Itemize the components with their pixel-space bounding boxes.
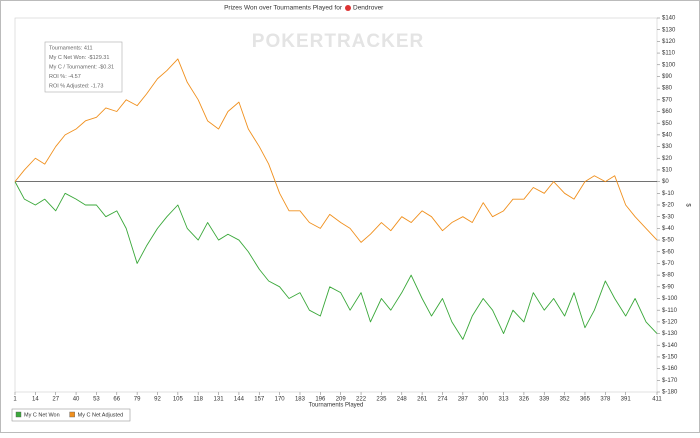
y-tick-label: $60: [662, 109, 673, 115]
y-tick-label: $90: [662, 74, 673, 80]
y-tick-label: $-120: [662, 319, 678, 325]
x-tick-label: 274: [437, 397, 448, 403]
x-tick-label: 66: [113, 397, 120, 403]
x-tick-label: 131: [214, 397, 225, 403]
x-tick-label: 157: [254, 397, 265, 403]
x-tick-label: 27: [52, 397, 59, 403]
y-tick-label: $-90: [662, 284, 675, 290]
y-tick-label: $120: [662, 39, 676, 45]
x-tick-label: 287: [458, 397, 469, 403]
x-tick-label: 300: [478, 397, 489, 403]
player-name: Dendrover: [353, 5, 384, 12]
y-tick-label: $-110: [662, 308, 678, 314]
x-tick-label: 40: [73, 397, 80, 403]
y-tick-label: $70: [662, 97, 673, 103]
y-tick-label: $-20: [662, 203, 675, 209]
y-tick-label: $80: [662, 86, 673, 92]
x-tick-label: 196: [315, 397, 326, 403]
stats-line: ROI %: -4.57: [49, 74, 81, 80]
y-tick-label: $-80: [662, 273, 675, 279]
legend-swatch: [69, 411, 75, 418]
y-tick-label: $-70: [662, 261, 675, 267]
x-tick-label: 365: [580, 397, 591, 403]
y-tick-label: $-160: [662, 366, 678, 372]
watermark: POKERTRACKER: [252, 31, 424, 52]
series-line: [14, 58, 658, 243]
x-tick-label: 411: [652, 397, 662, 403]
legend-label: My C Net Adjusted: [78, 412, 124, 418]
y-tick-label: $0: [662, 179, 669, 185]
y-tick-label: $-150: [662, 355, 678, 361]
legend-label: My C Net Won: [24, 412, 60, 418]
x-tick-label: 378: [600, 397, 611, 403]
stats-line: ROI % Adjusted: -1.73: [49, 83, 103, 89]
x-tick-label: 209: [336, 397, 347, 403]
player-icon: [345, 5, 351, 11]
y-tick-label: $110: [662, 51, 676, 57]
x-tick-label: 326: [519, 397, 530, 403]
y-tick-label: $140: [662, 16, 676, 22]
stats-box: [44, 41, 123, 93]
y-axis-label: $: [684, 203, 690, 207]
x-tick-label: 339: [539, 397, 550, 403]
y-tick-label: $20: [662, 156, 673, 162]
y-tick-label: $30: [662, 144, 673, 150]
series-line: [14, 181, 658, 340]
y-tick-label: $130: [662, 27, 676, 33]
y-tick-label: $-170: [662, 378, 678, 384]
chart-title: Prizes Won over Tournaments Played for: [224, 5, 343, 12]
x-tick-label: 235: [376, 397, 387, 403]
y-tick-label: $-60: [662, 249, 675, 255]
x-tick-label: 248: [397, 397, 408, 403]
x-tick-label: 144: [234, 397, 245, 403]
x-tick-label: 1: [13, 397, 17, 403]
x-tick-label: 391: [621, 397, 632, 403]
y-tick-label: $100: [662, 62, 676, 68]
x-tick-label: 92: [154, 397, 161, 403]
y-tick-label: $50: [662, 121, 673, 127]
y-tick-label: $-100: [662, 296, 678, 302]
x-axis-label: Tournaments Played: [309, 403, 364, 409]
y-tick-label: $-130: [662, 331, 678, 337]
legend-swatch: [15, 411, 22, 418]
x-tick-label: 170: [275, 397, 286, 403]
x-tick-label: 222: [356, 397, 367, 403]
x-tick-label: 14: [32, 397, 39, 403]
x-tick-label: 53: [93, 397, 100, 403]
stats-line: Tournaments: 411: [49, 45, 93, 51]
y-tick-label: $-180: [662, 390, 678, 396]
x-tick-label: 183: [295, 397, 306, 403]
y-tick-label: $-40: [662, 226, 675, 232]
x-tick-label: 352: [560, 397, 571, 403]
y-tick-label: $-140: [662, 343, 678, 349]
stats-line: My C / Tournament: -$0.31: [49, 64, 114, 70]
x-tick-label: 105: [173, 397, 184, 403]
stats-line: My C Net Won: -$129.31: [49, 55, 109, 61]
y-tick-label: $40: [662, 132, 673, 138]
x-tick-label: 79: [134, 397, 141, 403]
y-tick-label: $-10: [662, 191, 675, 197]
x-tick-label: 313: [499, 397, 510, 403]
x-tick-label: 118: [193, 397, 203, 403]
y-tick-label: $-50: [662, 238, 675, 244]
y-tick-label: $10: [662, 168, 673, 174]
y-tick-label: $-30: [662, 214, 675, 220]
x-tick-label: 261: [417, 397, 428, 403]
